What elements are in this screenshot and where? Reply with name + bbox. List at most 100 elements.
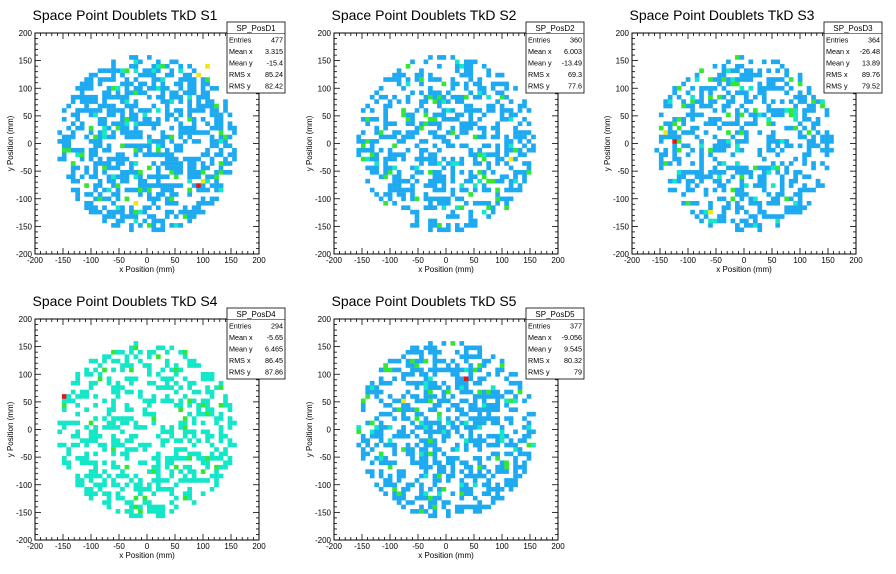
heatmap-cell — [410, 429, 415, 435]
heatmap-cell — [115, 68, 121, 73]
heatmap-cell — [360, 438, 366, 443]
heatmap-cell — [70, 112, 76, 118]
heatmap-cell — [441, 341, 447, 346]
heatmap-cell — [160, 438, 166, 443]
heatmap-cell — [459, 495, 465, 501]
heatmap-cell — [383, 491, 388, 496]
heatmap-cell — [106, 500, 112, 505]
heatmap-cell — [410, 372, 415, 377]
heatmap-cell — [766, 170, 772, 175]
heatmap-cell — [79, 482, 85, 488]
heatmap-cell — [446, 108, 451, 113]
heatmap-cell — [468, 63, 474, 69]
heatmap-cell — [160, 345, 166, 351]
heatmap-cell — [441, 174, 447, 180]
heatmap-cell — [169, 209, 175, 215]
heatmap-cell — [169, 473, 175, 479]
heatmap-cell — [187, 380, 192, 386]
heatmap-cell — [761, 156, 767, 162]
heatmap-cell — [164, 174, 170, 180]
heatmap-cell — [160, 90, 166, 96]
heatmap-cell — [218, 165, 224, 171]
heatmap-cell — [708, 94, 713, 100]
heatmap-cell — [164, 363, 170, 368]
heatmap-cell — [378, 486, 384, 492]
heatmap-cell — [155, 218, 161, 224]
heatmap-cell — [93, 152, 98, 157]
heatmap-cell — [410, 407, 415, 413]
heatmap-cell — [173, 183, 179, 188]
heatmap-cell — [428, 407, 433, 413]
heatmap-cell — [205, 376, 210, 382]
heatmap-cell — [410, 363, 415, 368]
heatmap-cell — [699, 68, 704, 73]
heatmap-cell — [779, 178, 785, 184]
heatmap-cell — [164, 112, 170, 118]
heatmap-cell — [70, 433, 76, 439]
heatmap-cell — [504, 460, 509, 466]
x-tick-label: 200 — [252, 542, 266, 551]
heatmap-cell — [209, 376, 215, 382]
heatmap-cell — [508, 438, 514, 443]
heatmap-cell — [454, 447, 460, 452]
heatmap-cell — [93, 451, 98, 457]
heatmap-cell — [432, 116, 438, 122]
x-tick-label: -200 — [27, 256, 44, 265]
heatmap-cell — [486, 187, 491, 193]
heatmap-cell — [437, 358, 442, 364]
heatmap-cell — [829, 134, 834, 140]
heatmap-cell — [70, 161, 76, 166]
heatmap-cell — [111, 433, 116, 439]
heatmap-cell — [169, 433, 175, 439]
heatmap-cell — [437, 491, 442, 496]
heatmap-cell — [115, 156, 121, 162]
heatmap-cell — [133, 376, 139, 382]
heatmap-cell — [428, 345, 433, 351]
heatmap-cell — [441, 165, 447, 171]
heatmap-cell — [405, 451, 411, 457]
heatmap-cell — [490, 125, 496, 131]
heatmap-cell — [508, 407, 514, 413]
heatmap-cell — [428, 94, 433, 100]
heatmap-cell — [88, 380, 94, 386]
heatmap-cell — [454, 376, 460, 382]
heatmap-cell — [387, 134, 393, 140]
heatmap-cell — [187, 486, 192, 492]
heatmap-cell — [414, 478, 420, 483]
heatmap-cell — [111, 464, 116, 470]
y-tick-label: -100 — [16, 195, 33, 204]
stats-value: 364 — [868, 36, 880, 45]
heatmap-cell — [468, 504, 474, 510]
y-tick-label: -50 — [319, 453, 331, 462]
heatmap-cell — [396, 99, 402, 104]
heatmap-cell — [115, 165, 121, 171]
heatmap-cell — [481, 170, 487, 175]
heatmap-cell — [405, 389, 411, 395]
heatmap-cell — [387, 482, 393, 488]
heatmap-cell — [218, 125, 224, 131]
heatmap-cell — [178, 77, 184, 82]
heatmap-cell — [70, 134, 76, 140]
heatmap-cell — [102, 134, 107, 140]
heatmap-cell — [169, 491, 175, 496]
heatmap-cell — [739, 227, 745, 233]
heatmap-cell — [88, 139, 94, 144]
heatmap-cell — [120, 99, 125, 104]
heatmap-cell — [155, 196, 161, 202]
heatmap-cell — [699, 218, 704, 224]
heatmap-cell — [66, 420, 72, 426]
heatmap-cell — [428, 116, 433, 122]
heatmap-cell — [770, 77, 776, 82]
heatmap-cell — [788, 183, 794, 188]
heatmap-cell — [468, 354, 474, 359]
heatmap-cell — [770, 86, 776, 91]
heatmap-cell — [392, 134, 397, 140]
heatmap-cell — [806, 139, 812, 144]
heatmap-cell — [423, 438, 429, 443]
heatmap-cell — [784, 81, 789, 87]
heatmap-cell — [392, 165, 397, 171]
heatmap-cell — [374, 442, 379, 448]
heatmap-cell — [468, 209, 474, 215]
heatmap-cell — [223, 143, 228, 149]
heatmap-cell — [454, 442, 460, 448]
